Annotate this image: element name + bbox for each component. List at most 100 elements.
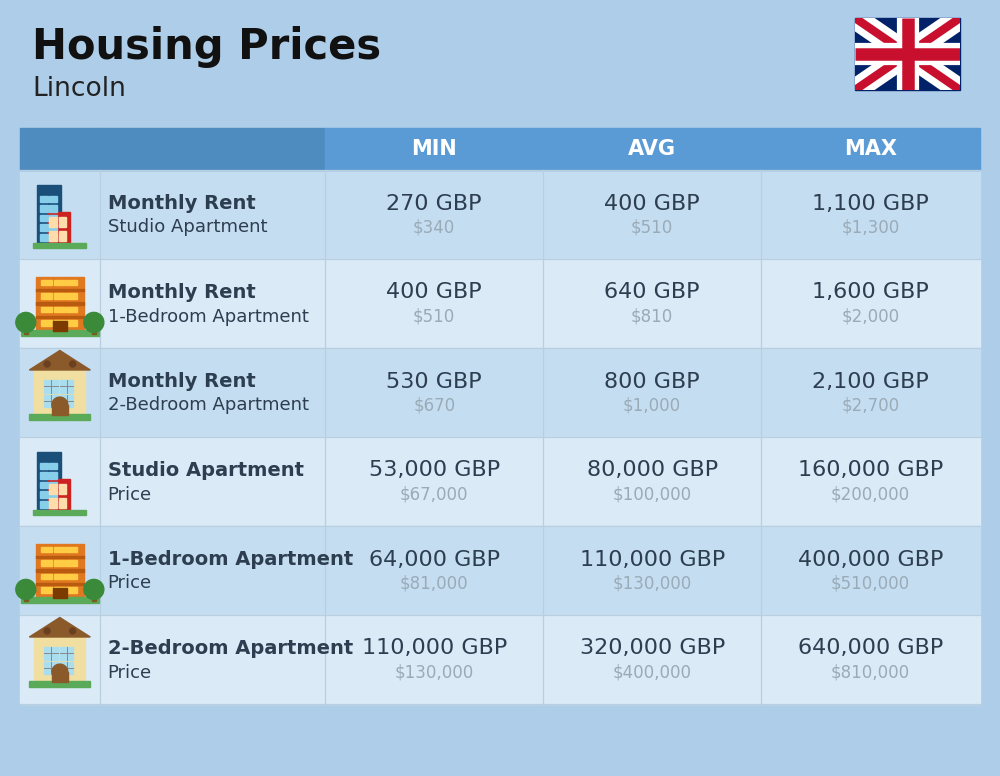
Text: 160,000 GBP: 160,000 GBP [798, 460, 943, 480]
Bar [54, 320, 65, 325]
Bar [761, 128, 980, 170]
Text: 2-Bedroom Apartment: 2-Bedroom Apartment [108, 639, 353, 658]
Bar [40, 501, 48, 508]
Bar [60, 661, 73, 674]
Bar [40, 205, 48, 212]
Bar [21, 597, 99, 602]
Text: 800 GBP: 800 GBP [604, 372, 700, 392]
Text: $670: $670 [413, 397, 455, 414]
Text: 530 GBP: 530 GBP [386, 372, 482, 392]
Bar [37, 185, 61, 244]
Bar [60, 380, 73, 393]
Bar [54, 293, 65, 299]
Circle shape [44, 628, 50, 634]
Bar [59, 217, 66, 227]
Bar [20, 526, 980, 615]
Bar [49, 196, 57, 202]
Text: 400 GBP: 400 GBP [604, 193, 700, 213]
Text: $2,700: $2,700 [841, 397, 900, 414]
Bar [66, 320, 77, 325]
Bar [48, 479, 70, 511]
Text: 640 GBP: 640 GBP [604, 282, 700, 303]
Bar [49, 231, 57, 241]
Bar [37, 452, 61, 511]
Bar [66, 573, 77, 579]
Bar [40, 482, 48, 488]
Bar [100, 128, 325, 170]
Bar [36, 276, 84, 331]
Text: $510,000: $510,000 [831, 574, 910, 593]
Bar [36, 543, 84, 598]
Circle shape [84, 580, 104, 599]
Text: Housing Prices: Housing Prices [32, 26, 381, 68]
Bar [49, 482, 57, 488]
Bar [543, 128, 761, 170]
Text: $810: $810 [631, 307, 673, 325]
Bar [33, 510, 86, 514]
Text: 110,000 GBP: 110,000 GBP [580, 549, 725, 570]
Text: $510: $510 [413, 307, 455, 325]
Text: 80,000 GBP: 80,000 GBP [587, 460, 718, 480]
Text: 53,000 GBP: 53,000 GBP [369, 460, 500, 480]
Text: 270 GBP: 270 GBP [386, 193, 482, 213]
Polygon shape [52, 397, 68, 405]
Text: $340: $340 [413, 219, 455, 237]
Bar [60, 647, 73, 660]
Text: 400 GBP: 400 GBP [386, 282, 482, 303]
Text: AVG: AVG [628, 139, 676, 159]
Bar [49, 462, 57, 469]
Bar [54, 546, 65, 552]
Bar [29, 414, 90, 420]
Bar [66, 587, 77, 593]
Bar [41, 320, 52, 325]
Text: $100,000: $100,000 [613, 486, 692, 504]
Text: Studio Apartment: Studio Apartment [108, 219, 267, 237]
Text: Monthly Rent: Monthly Rent [108, 372, 255, 391]
Text: $2,000: $2,000 [841, 307, 900, 325]
Bar [49, 224, 57, 231]
Bar [49, 217, 57, 227]
Bar [54, 307, 65, 312]
Bar [52, 405, 68, 415]
Text: 640,000 GBP: 640,000 GBP [798, 639, 943, 659]
Bar [40, 234, 48, 241]
Bar [40, 196, 48, 202]
Bar [36, 569, 84, 571]
Bar [41, 546, 52, 552]
Bar [34, 370, 85, 415]
Bar [24, 587, 28, 601]
Text: 2-Bedroom Apartment: 2-Bedroom Apartment [108, 397, 309, 414]
Polygon shape [52, 664, 68, 672]
Circle shape [16, 580, 36, 599]
Bar [49, 205, 57, 212]
Text: 1,600 GBP: 1,600 GBP [812, 282, 929, 303]
Circle shape [84, 313, 104, 332]
Polygon shape [29, 618, 90, 637]
Bar [59, 498, 66, 508]
Circle shape [70, 361, 76, 367]
Bar [60, 394, 73, 407]
Bar [54, 560, 65, 566]
Bar [855, 18, 960, 90]
Text: Price: Price [108, 574, 152, 593]
Bar [41, 293, 52, 299]
Bar [41, 560, 52, 566]
Bar [44, 661, 58, 674]
Text: $130,000: $130,000 [613, 574, 692, 593]
Bar [59, 484, 66, 494]
Bar [34, 637, 85, 682]
Bar [49, 484, 57, 494]
Bar [44, 394, 58, 407]
Bar [40, 224, 48, 231]
Circle shape [16, 313, 36, 332]
Bar [24, 320, 28, 334]
Bar [54, 587, 65, 593]
Bar [49, 234, 57, 241]
Bar [41, 573, 52, 579]
Bar [20, 348, 980, 437]
Bar [41, 587, 52, 593]
Bar [66, 546, 77, 552]
Bar [49, 215, 57, 221]
Text: $130,000: $130,000 [395, 663, 474, 681]
Bar [21, 330, 99, 335]
